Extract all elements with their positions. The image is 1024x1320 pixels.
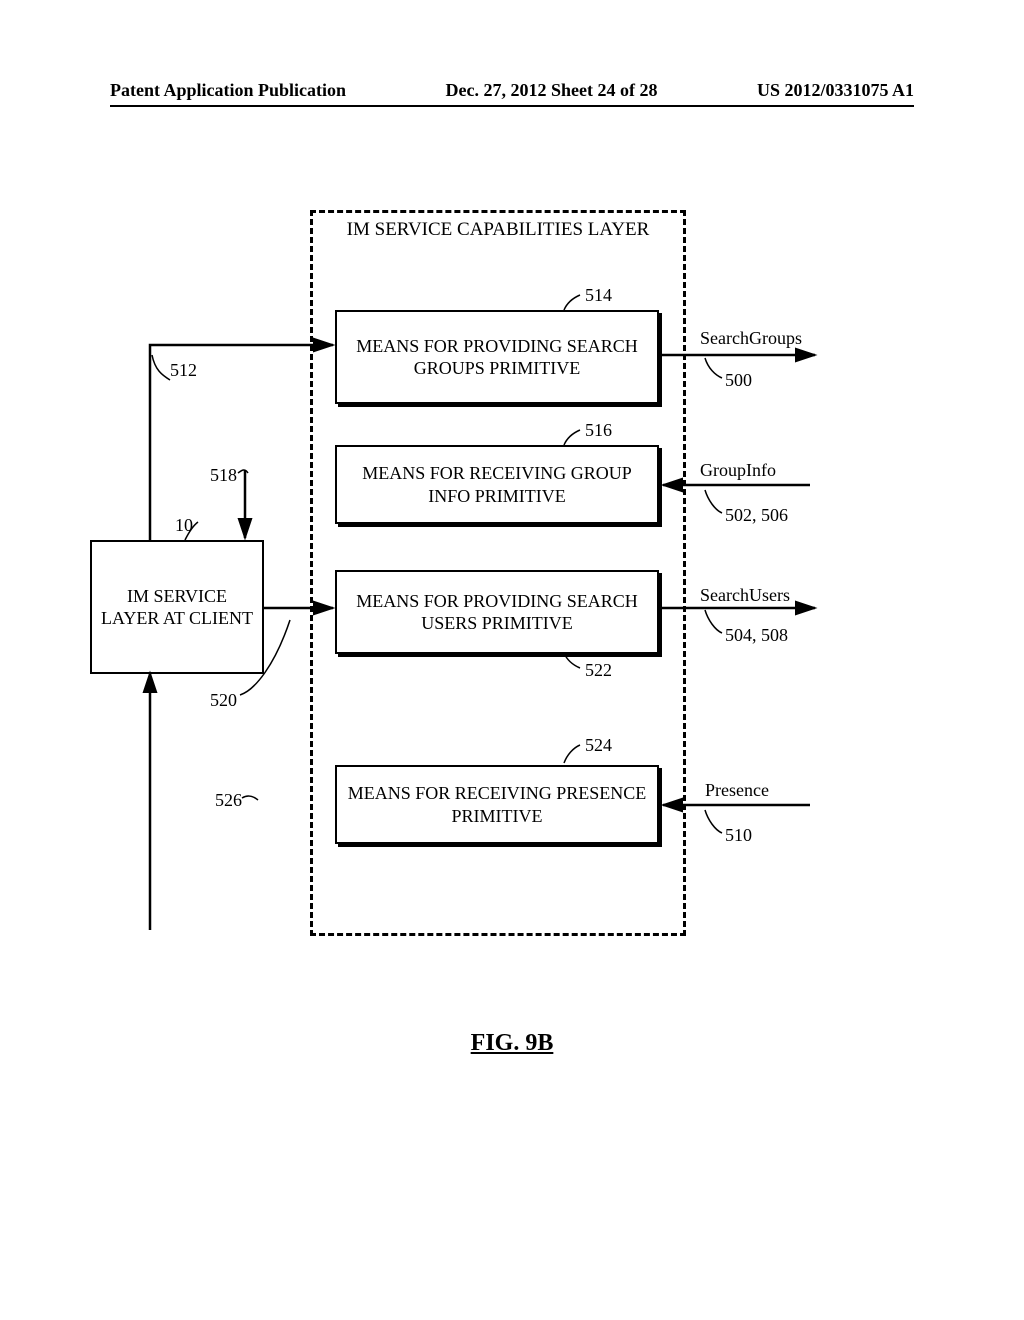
page: Patent Application Publication Dec. 27, … [0, 0, 1024, 1320]
diagram: IM SERVICE CAPABILITIES LAYER MEANS FOR … [90, 210, 930, 1000]
header-left: Patent Application Publication [110, 80, 346, 101]
header-right: US 2012/0331075 A1 [757, 80, 914, 101]
header-center: Dec. 27, 2012 Sheet 24 of 28 [446, 80, 658, 101]
figure-caption: FIG. 9B [0, 1030, 1024, 1057]
connectors [90, 210, 930, 1000]
page-header: Patent Application Publication Dec. 27, … [110, 80, 914, 107]
